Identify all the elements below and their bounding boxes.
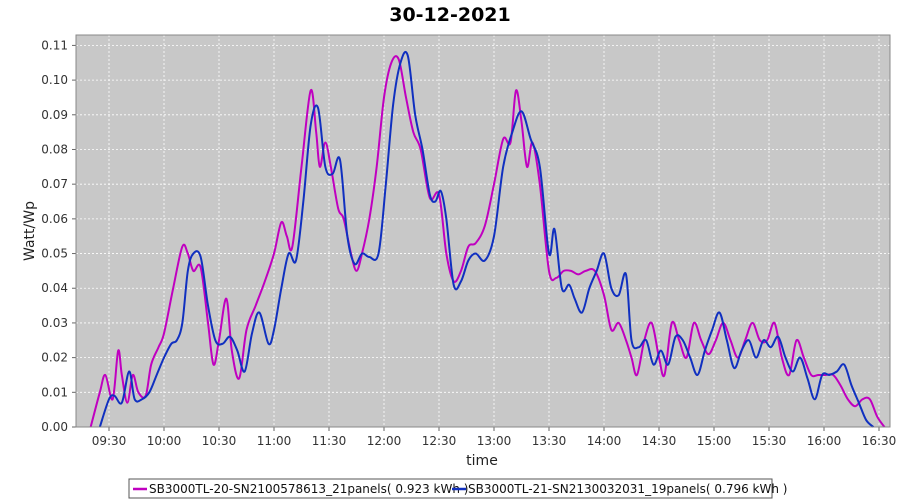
- x-tick-label: 13:00: [477, 434, 512, 448]
- y-tick-label: 0.05: [41, 247, 68, 261]
- y-tick-label: 0.02: [41, 351, 68, 365]
- x-tick-label: 10:30: [202, 434, 237, 448]
- y-tick-label: 0.08: [41, 142, 68, 156]
- y-tick-label: 0.10: [41, 73, 68, 87]
- x-tick-label: 14:00: [587, 434, 622, 448]
- x-axis: 09:30 10:00 10:30 11:00 11:30 12:00 12:30 13:00…: [92, 427, 897, 448]
- x-tick-label: 15:00: [697, 434, 732, 448]
- x-tick-label: 13:30: [532, 434, 567, 448]
- legend: SB3000TL-20-SN2100578613_21panels( 0.923…: [128, 478, 787, 499]
- y-tick-label: 0.07: [41, 177, 68, 191]
- y-tick-label: 0.11: [41, 38, 68, 52]
- x-tick-label: 12:30: [422, 434, 457, 448]
- y-tick-label: 0.01: [41, 385, 68, 399]
- x-axis-title: time: [466, 453, 498, 469]
- x-tick-label: 15:30: [752, 434, 787, 448]
- gridlines: [76, 35, 890, 428]
- y-tick-label: 0.06: [41, 212, 68, 226]
- series-line-1: [89, 55, 886, 428]
- x-tick-label: 14:30: [642, 434, 677, 448]
- plot-border: [75, 34, 891, 428]
- y-axis-title: Watt/Wp: [22, 201, 38, 261]
- y-axis: 0.00 0.01 0.02 0.03 0.04 0.05 0.06 0.07 0.08 0.09…: [41, 38, 76, 434]
- x-tick-label: 11:30: [312, 434, 347, 448]
- legend-label-series-2: SB3000TL-21-SN2130032031_19panels( 0.796…: [468, 482, 787, 496]
- y-tick-label: 0.09: [41, 108, 68, 122]
- x-tick-label: 16:00: [807, 434, 842, 448]
- legend-label-series-1: SB3000TL-20-SN2100578613_21panels( 0.923…: [149, 482, 468, 496]
- x-tick-label: 09:30: [92, 434, 127, 448]
- y-tick-label: 0.00: [41, 420, 68, 434]
- x-tick-label: 10:00: [147, 434, 182, 448]
- y-tick-label: 0.04: [41, 281, 68, 295]
- chart-title: 30-12-2021: [389, 4, 511, 26]
- x-tick-label: 16:30: [862, 434, 897, 448]
- series-line-2: [98, 51, 875, 428]
- series-layer: [89, 51, 886, 428]
- y-tick-label: 0.03: [41, 316, 68, 330]
- x-tick-label: 12:00: [367, 434, 402, 448]
- legend-box: [128, 478, 773, 499]
- x-tick-label: 11:00: [257, 434, 292, 448]
